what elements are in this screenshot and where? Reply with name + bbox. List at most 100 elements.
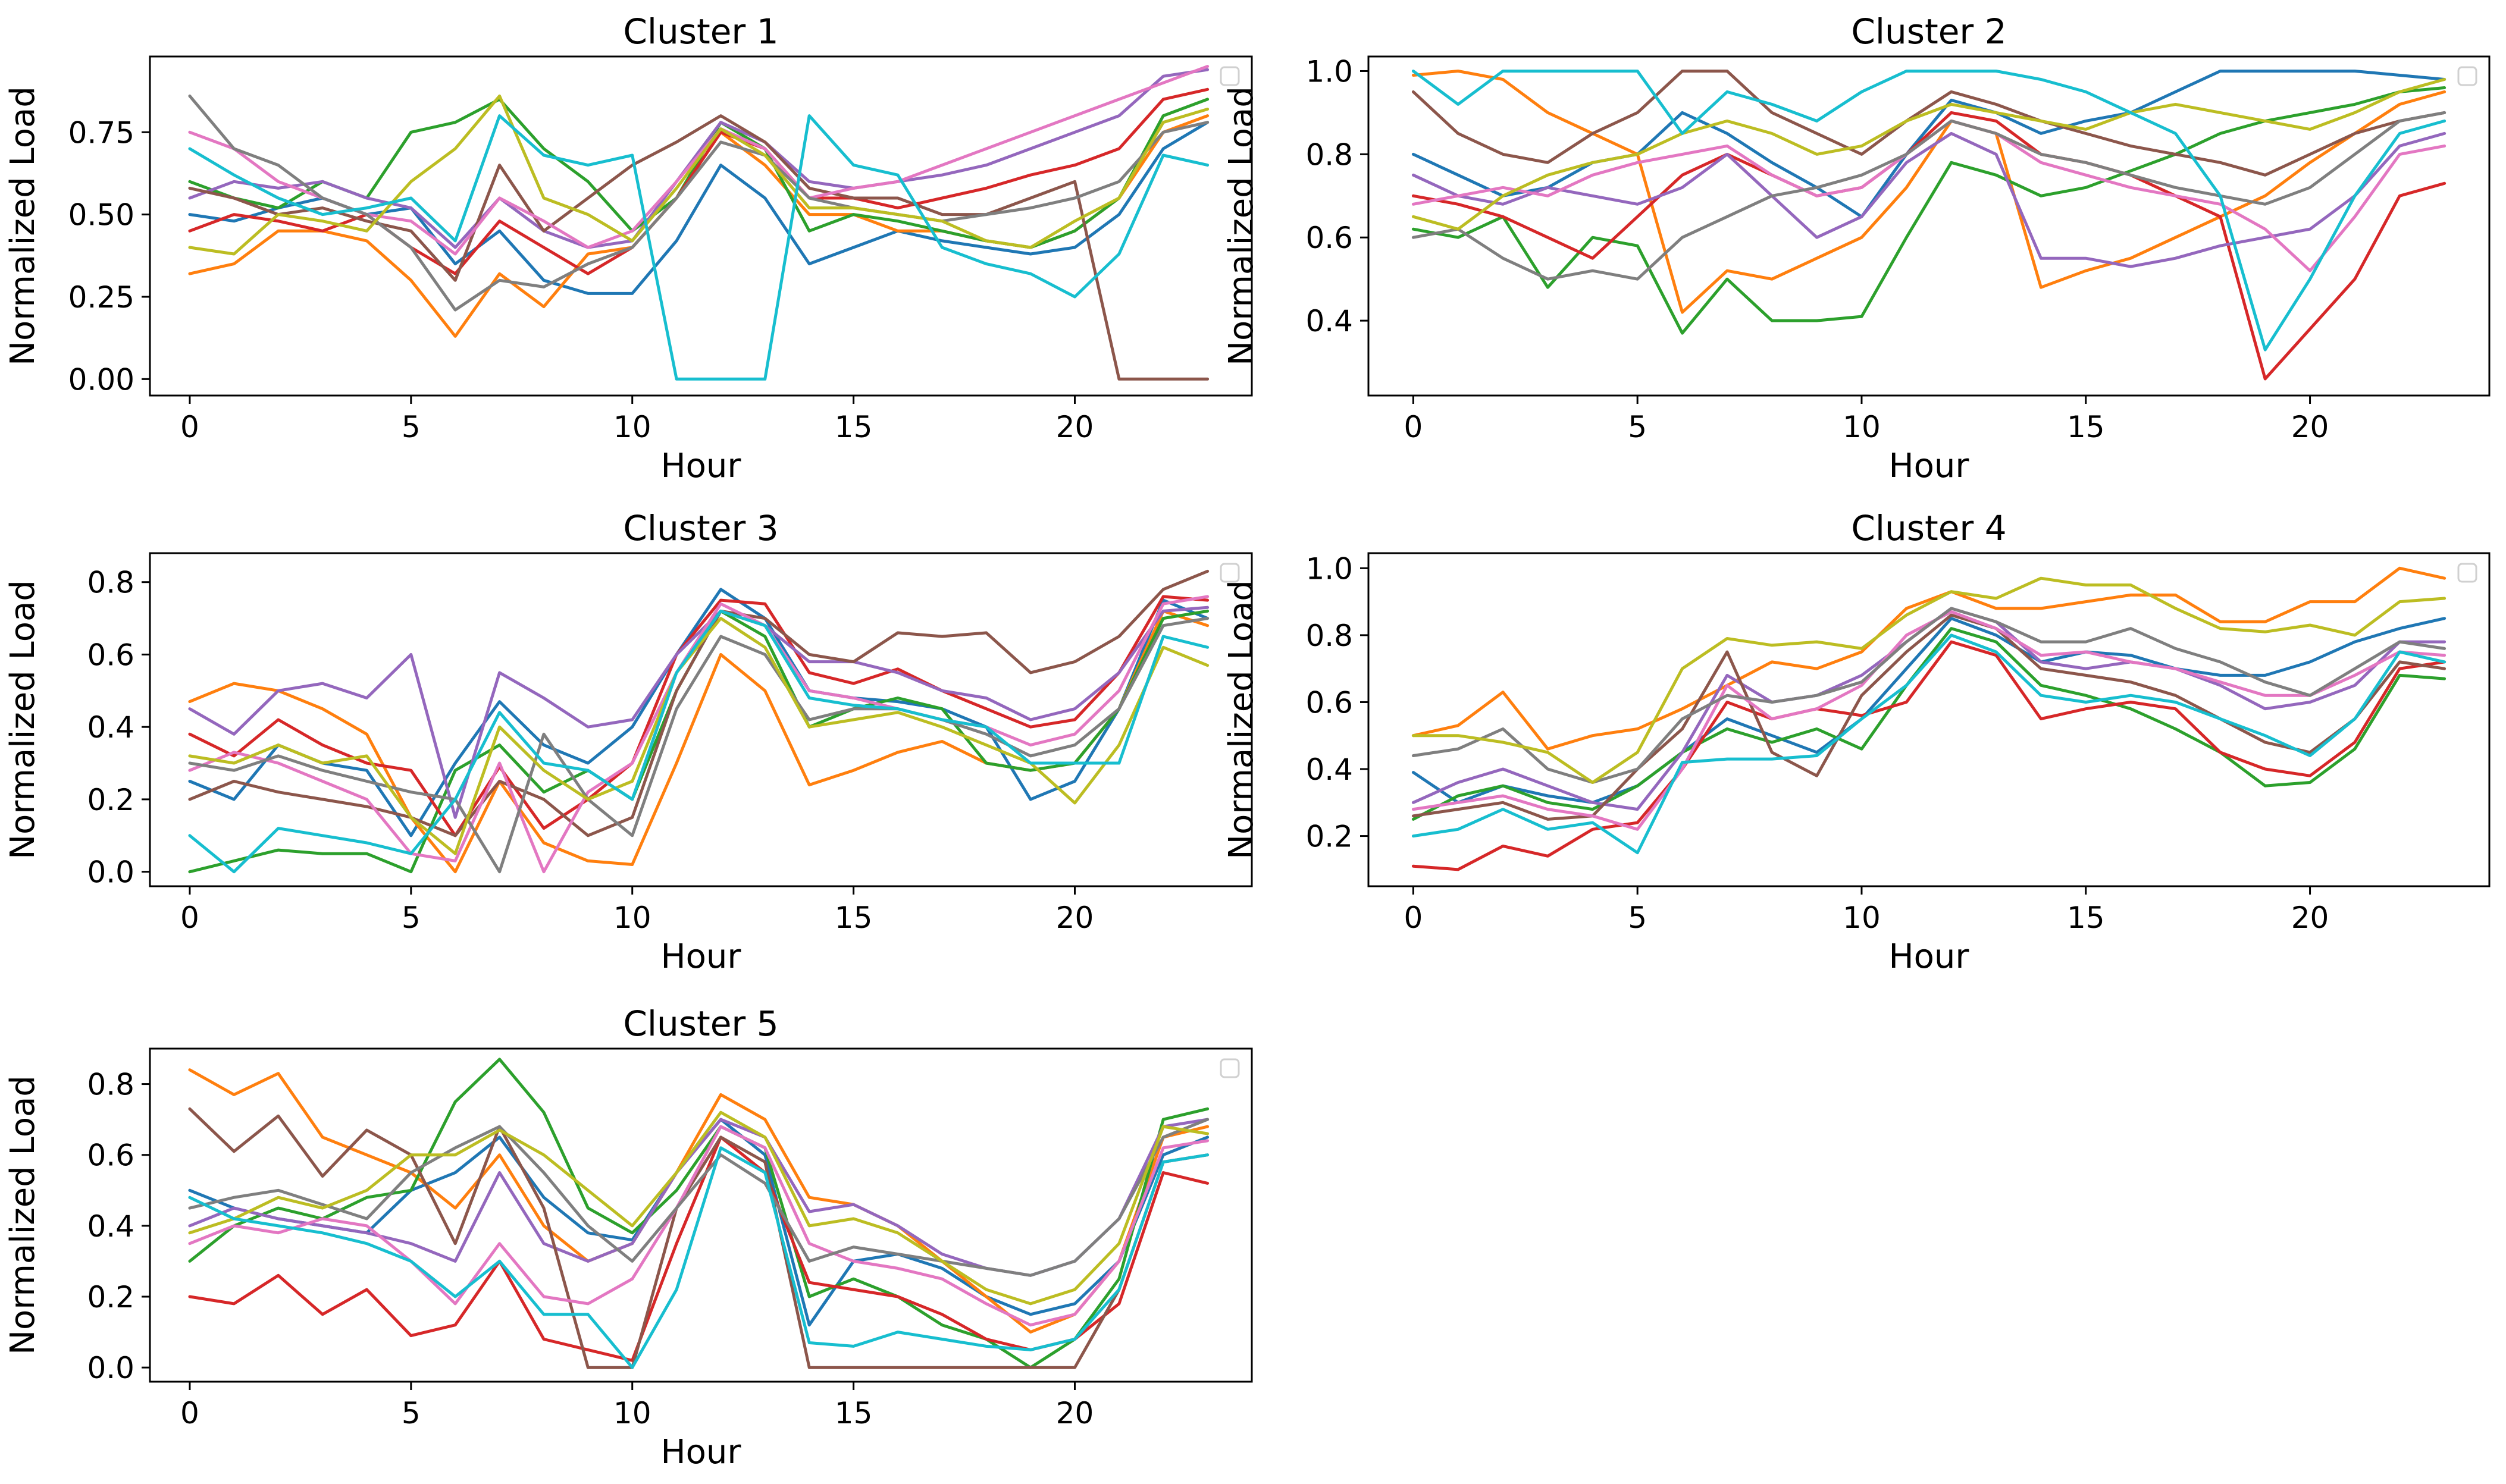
y-tick-label: 1.0	[1305, 551, 1353, 586]
x-axis-label: Hour	[661, 937, 742, 976]
x-tick-label: 20	[1056, 901, 1094, 935]
x-axis-label: Hour	[1889, 937, 1970, 976]
series-line-s3	[1411, 86, 2447, 335]
x-tick-label: 5	[402, 410, 421, 444]
x-tick-label: 20	[2291, 901, 2329, 935]
series-line-s6	[188, 569, 1210, 837]
series-line-s5	[1411, 607, 2447, 811]
x-tick-label: 0	[1404, 901, 1423, 935]
subplot-title: Cluster 5	[623, 1003, 778, 1044]
series-line-s4	[1411, 111, 2447, 381]
y-tick-label: 0.6	[1305, 221, 1353, 255]
x-tick-label: 15	[2067, 901, 2105, 935]
series-line-s9	[188, 1110, 1210, 1306]
x-tick-label: 5	[1628, 410, 1647, 444]
series-line-s8	[188, 1118, 1210, 1277]
series-line-s10	[1411, 633, 2447, 855]
series-line-s10	[188, 609, 1210, 874]
legend-box	[1220, 66, 1240, 86]
series-line-s2	[1411, 70, 2447, 314]
series-line-s8	[1411, 607, 2447, 784]
x-tick-label: 10	[613, 410, 651, 444]
series-line-s8	[1411, 111, 2447, 281]
x-tick-label: 0	[180, 901, 199, 935]
x-tick-label: 5	[402, 901, 421, 935]
y-tick-label: 0.4	[87, 1209, 134, 1244]
series-line-s8	[188, 617, 1210, 874]
y-tick-label: 0.8	[87, 566, 134, 600]
series-line-s9	[188, 617, 1210, 855]
y-tick-label: 0.4	[1305, 304, 1353, 338]
x-tick-label: 10	[1843, 410, 1881, 444]
series-line-s4	[188, 595, 1210, 837]
x-tick-label: 0	[180, 1396, 199, 1430]
x-tick-label: 15	[835, 410, 873, 444]
series-group	[188, 1058, 1210, 1369]
series-line-s10	[188, 1146, 1210, 1369]
y-tick-label: 0.50	[68, 198, 134, 233]
y-tick-label: 0.4	[1305, 752, 1353, 787]
legend-box	[2457, 563, 2477, 583]
y-axis-label: Normalized Load	[4, 86, 42, 366]
series-line-s6	[188, 114, 1210, 381]
y-tick-label: 0.6	[87, 638, 134, 672]
series-line-s3	[188, 1058, 1210, 1369]
series-line-s9	[1411, 576, 2447, 784]
y-tick-label: 0.8	[1305, 619, 1353, 653]
legend-box	[1220, 563, 1240, 583]
series-line-s1	[188, 121, 1210, 295]
y-axis-label: Normalized Load	[4, 1075, 42, 1355]
series-line-s6	[188, 1107, 1210, 1369]
x-tick-label: 10	[613, 901, 651, 935]
series-line-s5	[188, 605, 1210, 819]
series-line-s1	[188, 588, 1210, 837]
plot-frame	[1367, 55, 2491, 397]
plot-frame	[149, 55, 1253, 397]
x-tick-label: 10	[1843, 901, 1881, 935]
plot-frame	[149, 1047, 1253, 1383]
series-line-s10	[1411, 70, 2447, 352]
series-line-s5	[188, 68, 1210, 249]
y-axis-label: Normalized Load	[1222, 580, 1261, 859]
y-axis-label: Normalized Load	[1222, 86, 1261, 366]
y-tick-label: 0.0	[87, 1351, 134, 1385]
series-line-s6	[1411, 613, 2447, 821]
series-line-s8	[188, 94, 1210, 312]
x-tick-label: 0	[1404, 410, 1423, 444]
series-line-s2	[1411, 566, 2447, 751]
subplot-1: 0 5 10 15 20 0.00 0.25 0.50 0.75 Cluster 1 Hour Nor…	[4, 11, 1253, 485]
legend-box	[1220, 1058, 1240, 1078]
y-tick-label: 0.25	[68, 280, 134, 315]
x-tick-label: 20	[1056, 410, 1094, 444]
x-tick-label: 15	[835, 1396, 873, 1430]
y-tick-label: 0.6	[87, 1138, 134, 1173]
x-tick-label: 20	[2291, 410, 2329, 444]
y-axis-label: Normalized Load	[4, 580, 42, 859]
x-tick-label: 10	[613, 1396, 651, 1430]
series-line-s9	[1411, 78, 2447, 231]
y-tick-label: 0.2	[87, 783, 134, 817]
series-line-s4	[188, 87, 1210, 275]
y-tick-label: 0.4	[87, 710, 134, 745]
x-tick-label: 15	[835, 901, 873, 935]
series-line-s7	[188, 1125, 1210, 1327]
series-line-s1	[1411, 617, 2447, 804]
subplot-title: Cluster 2	[1851, 11, 2006, 52]
subplot-3: 0 5 10 15 20 0.0 0.2 0.4 0.6 0.8 Cluster 3 Hour Norm…	[4, 508, 1253, 976]
series-line-s7	[188, 595, 1210, 874]
series-line-s4	[1411, 640, 2447, 871]
x-tick-label: 15	[2067, 410, 2105, 444]
series-group	[188, 65, 1210, 381]
series-group	[1411, 566, 2447, 871]
series-line-s6	[1411, 70, 2447, 177]
y-tick-label: 0.8	[87, 1068, 134, 1102]
x-axis-label: Hour	[661, 447, 742, 485]
y-tick-label: 1.0	[1305, 54, 1353, 89]
series-line-s10	[188, 114, 1210, 381]
x-axis-label: Hour	[1889, 447, 1970, 485]
subplot-title: Cluster 1	[623, 11, 778, 52]
series-line-s9	[188, 94, 1210, 256]
y-tick-label: 0.0	[87, 855, 134, 890]
x-tick-label: 5	[1628, 901, 1647, 935]
